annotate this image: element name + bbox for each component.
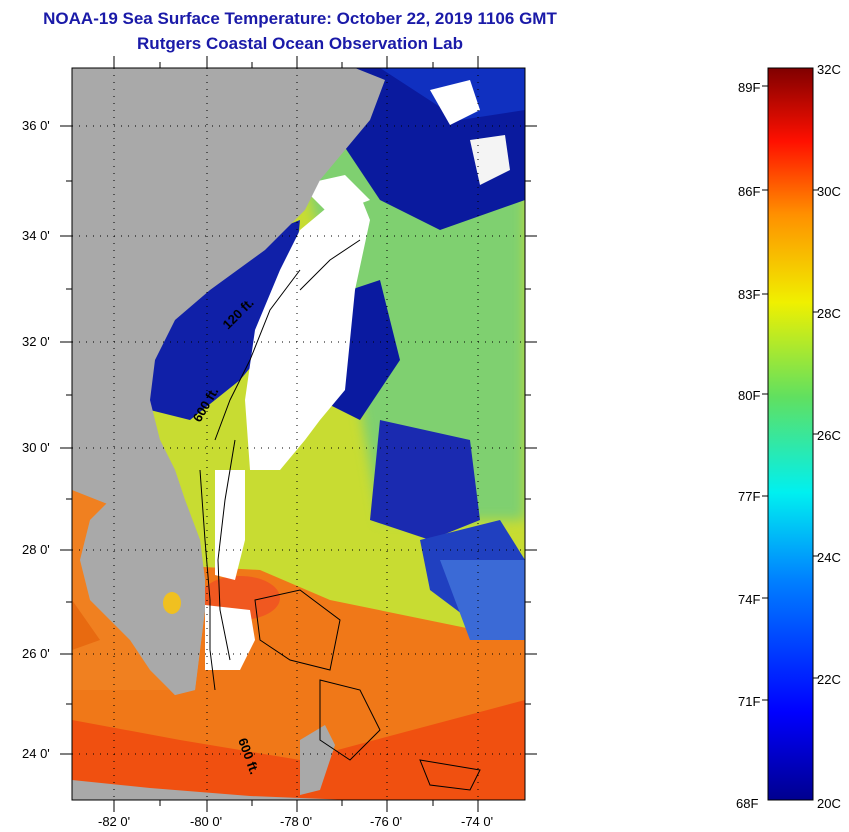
map-frame [71, 67, 526, 801]
colorbar-f-86: 86F [738, 184, 761, 199]
lat-label-34: 34 0' [22, 228, 50, 243]
colorbar-f-77: 77F [738, 489, 761, 504]
map-subtitle: Rutgers Coastal Ocean Observation Lab [137, 34, 463, 53]
colorbar-c-26: 26C [817, 428, 841, 443]
lon-label-82: -82 0' [98, 814, 131, 829]
colorbar-c-30: 30C [817, 184, 841, 199]
colorbar-c-22: 22C [817, 672, 841, 687]
lon-label-80: -80 0' [190, 814, 223, 829]
colorbar-c-24: 24C [817, 550, 841, 565]
lat-label-24: 24 0' [22, 746, 50, 761]
lat-label-36: 36 0' [22, 118, 50, 133]
colorbar-f-89: 89F [738, 80, 761, 95]
colorbar-c-28: 28C [817, 306, 841, 321]
colorbar-f-71: 71F [738, 694, 761, 709]
lon-label-74: -74 0' [461, 814, 494, 829]
colorbar-c-32: 32C [817, 62, 841, 77]
lon-label-78: -78 0' [280, 814, 313, 829]
lat-label-30: 30 0' [22, 440, 50, 455]
colorbar [767, 67, 814, 801]
lat-label-32: 32 0' [22, 334, 50, 349]
axis-ticks [60, 56, 537, 812]
lon-label-76: -76 0' [370, 814, 403, 829]
colorbar-ticks [762, 85, 819, 701]
colorbar-f-68: 68F [736, 796, 759, 811]
colorbar-f-80: 80F [738, 388, 761, 403]
lat-label-28: 28 0' [22, 542, 50, 557]
colorbar-f-83: 83F [738, 287, 761, 302]
lat-label-26: 26 0' [22, 646, 50, 661]
map-image [72, 68, 525, 800]
map-title: NOAA-19 Sea Surface Temperature: October… [43, 9, 557, 28]
colorbar-c-20: 20C [817, 796, 841, 811]
graticule [72, 68, 525, 800]
colorbar-f-74: 74F [738, 592, 761, 607]
